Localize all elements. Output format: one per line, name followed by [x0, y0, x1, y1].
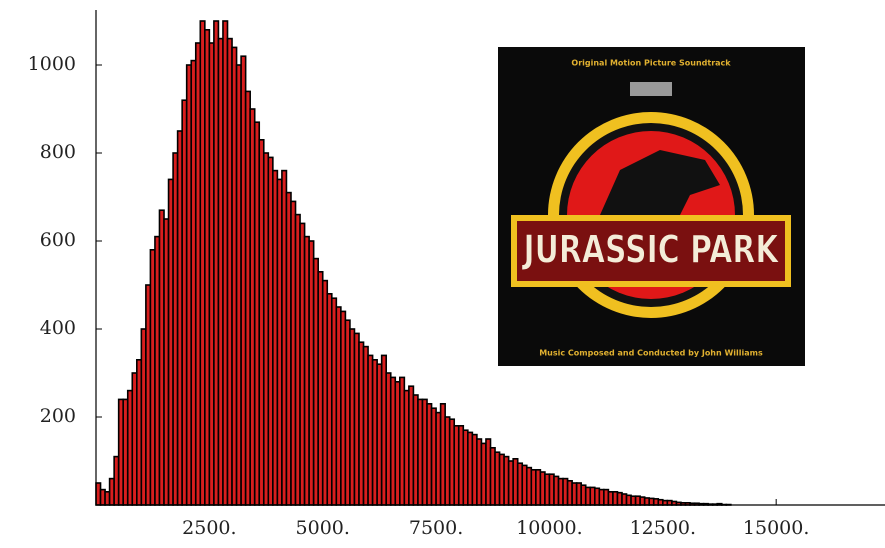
x-tick-label: 15000.	[743, 517, 809, 539]
inset-banner	[517, 221, 785, 281]
x-tick-label: 2500.	[182, 517, 236, 539]
inset-top-text: Original Motion Picture Soundtrack	[571, 59, 731, 68]
y-tick-label: 400	[40, 317, 76, 339]
x-tick-label: 7500.	[409, 517, 463, 539]
y-tick-label: 800	[40, 141, 76, 163]
x-tick-label: 5000.	[296, 517, 350, 539]
y-tick-label: 600	[40, 229, 76, 251]
axes: 200 400 600 800 1000 2500. 5000. 7500. 10000. 125…	[28, 10, 885, 539]
inset-dinosaur	[600, 150, 720, 230]
bars	[95, 20, 732, 506]
y-tick-label: 1000	[28, 53, 76, 75]
x-tick-label: 10000.	[516, 517, 582, 539]
inset-bottom-text: Music Composed and Conducted by John Wil…	[539, 349, 763, 358]
x-tick-label: 12500.	[630, 517, 696, 539]
y-tick-label: 200	[40, 405, 76, 427]
inset-title: JURASSIC PARK	[521, 228, 780, 272]
inset-logo	[630, 82, 672, 96]
album-inset: Original Motion Picture Soundtrack JURAS…	[498, 47, 805, 366]
